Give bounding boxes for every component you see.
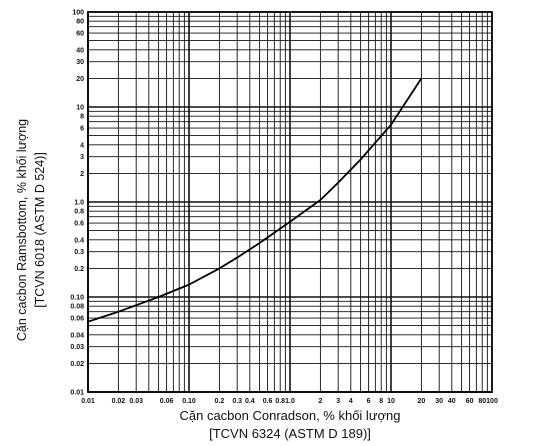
y-tick-label: 0.10 bbox=[70, 295, 84, 302]
y-tick-label: 3 bbox=[80, 154, 84, 161]
y-tick-label: 20 bbox=[76, 76, 84, 83]
y-tick-label: 0.03 bbox=[70, 344, 84, 351]
y-tick-label: 0.04 bbox=[70, 332, 84, 339]
y-tick-label: 1.0 bbox=[74, 200, 84, 207]
y-tick-label: 0.6 bbox=[74, 221, 84, 228]
x-tick-label: 80 bbox=[478, 398, 486, 405]
y-tick-label: 8 bbox=[80, 114, 84, 121]
y-axis-ticks: 0.01 0.02 0.03 0.04 0.06 0.08 0.10 0.2 0.3 0.4 0.6… bbox=[70, 10, 84, 397]
x-tick-label: 20 bbox=[418, 398, 426, 405]
x-tick-label: 6 bbox=[367, 398, 371, 405]
data-curve bbox=[87, 77, 423, 323]
x-tick-label: 0.01 bbox=[81, 398, 95, 405]
x-tick-label: 0.2 bbox=[215, 398, 225, 405]
x-tick-label: 0.10 bbox=[182, 398, 196, 405]
x-tick-label: 2 bbox=[318, 398, 322, 405]
x-tick-label: 0.06 bbox=[160, 398, 174, 405]
x-axis-label-line-1: Cặn cacbon Conradson, % khối lượng bbox=[179, 408, 401, 423]
x-tick-label: 4 bbox=[349, 398, 353, 405]
x-tick-label: 60 bbox=[466, 398, 474, 405]
x-tick-label: 0.4 bbox=[245, 398, 255, 405]
y-tick-label: 0.08 bbox=[70, 304, 84, 311]
y-tick-label: 4 bbox=[80, 142, 84, 149]
y-tick-label: 80 bbox=[76, 19, 84, 26]
x-tick-label: 100 bbox=[486, 398, 498, 405]
plot-border bbox=[87, 11, 493, 393]
x-tick-label: 0.3 bbox=[232, 398, 242, 405]
x-tick-label: 0.8 bbox=[275, 398, 285, 405]
y-tick-label: 0.02 bbox=[70, 361, 84, 368]
x-tick-label: 10 bbox=[387, 398, 395, 405]
y-axis-label-line-1: Cặn cacbon Ramsbottom, % khối lượng bbox=[15, 119, 29, 341]
x-tick-label: 3 bbox=[336, 398, 340, 405]
x-tick-label: 1.0 bbox=[285, 398, 295, 405]
x-axis-ticks: 0.01 0.02 0.03 0.06 0.10 0.2 0.3 0.4 0.6 0.8 1.0 2 3… bbox=[81, 398, 498, 405]
x-axis-label-line-2: [TCVN 6324 (ASTM D 189)] bbox=[209, 426, 371, 441]
series-line bbox=[87, 77, 423, 323]
x-tick-label: 40 bbox=[448, 398, 456, 405]
y-tick-label: 0.4 bbox=[74, 237, 84, 244]
y-axis-label: Cặn cacbon Ramsbottom, % khối lượng [TCV… bbox=[15, 119, 47, 341]
x-tick-label: 0.02 bbox=[112, 398, 126, 405]
y-axis-label-line-2: [TCVN 6018 (ASTM D 524)] bbox=[33, 152, 47, 308]
y-tick-label: 30 bbox=[76, 59, 84, 66]
y-tick-label: 60 bbox=[76, 31, 84, 38]
y-tick-label: 0.01 bbox=[70, 390, 84, 397]
y-tick-label: 0.2 bbox=[74, 266, 84, 273]
y-tick-label: 0.06 bbox=[70, 316, 84, 323]
y-tick-label: 6 bbox=[80, 126, 84, 133]
y-tick-label: 10 bbox=[76, 105, 84, 112]
chart-grid bbox=[87, 12, 492, 393]
plot-frame bbox=[87, 11, 493, 393]
x-tick-label: 30 bbox=[435, 398, 443, 405]
y-tick-label: 0.3 bbox=[74, 249, 84, 256]
y-tick-label: 2 bbox=[80, 171, 84, 178]
y-tick-label: 100 bbox=[72, 10, 84, 17]
y-tick-label: 0.8 bbox=[74, 209, 84, 216]
x-tick-label: 8 bbox=[379, 398, 383, 405]
x-tick-label: 0.6 bbox=[263, 398, 273, 405]
y-tick-label: 40 bbox=[76, 47, 84, 54]
x-tick-label: 0.03 bbox=[129, 398, 143, 405]
